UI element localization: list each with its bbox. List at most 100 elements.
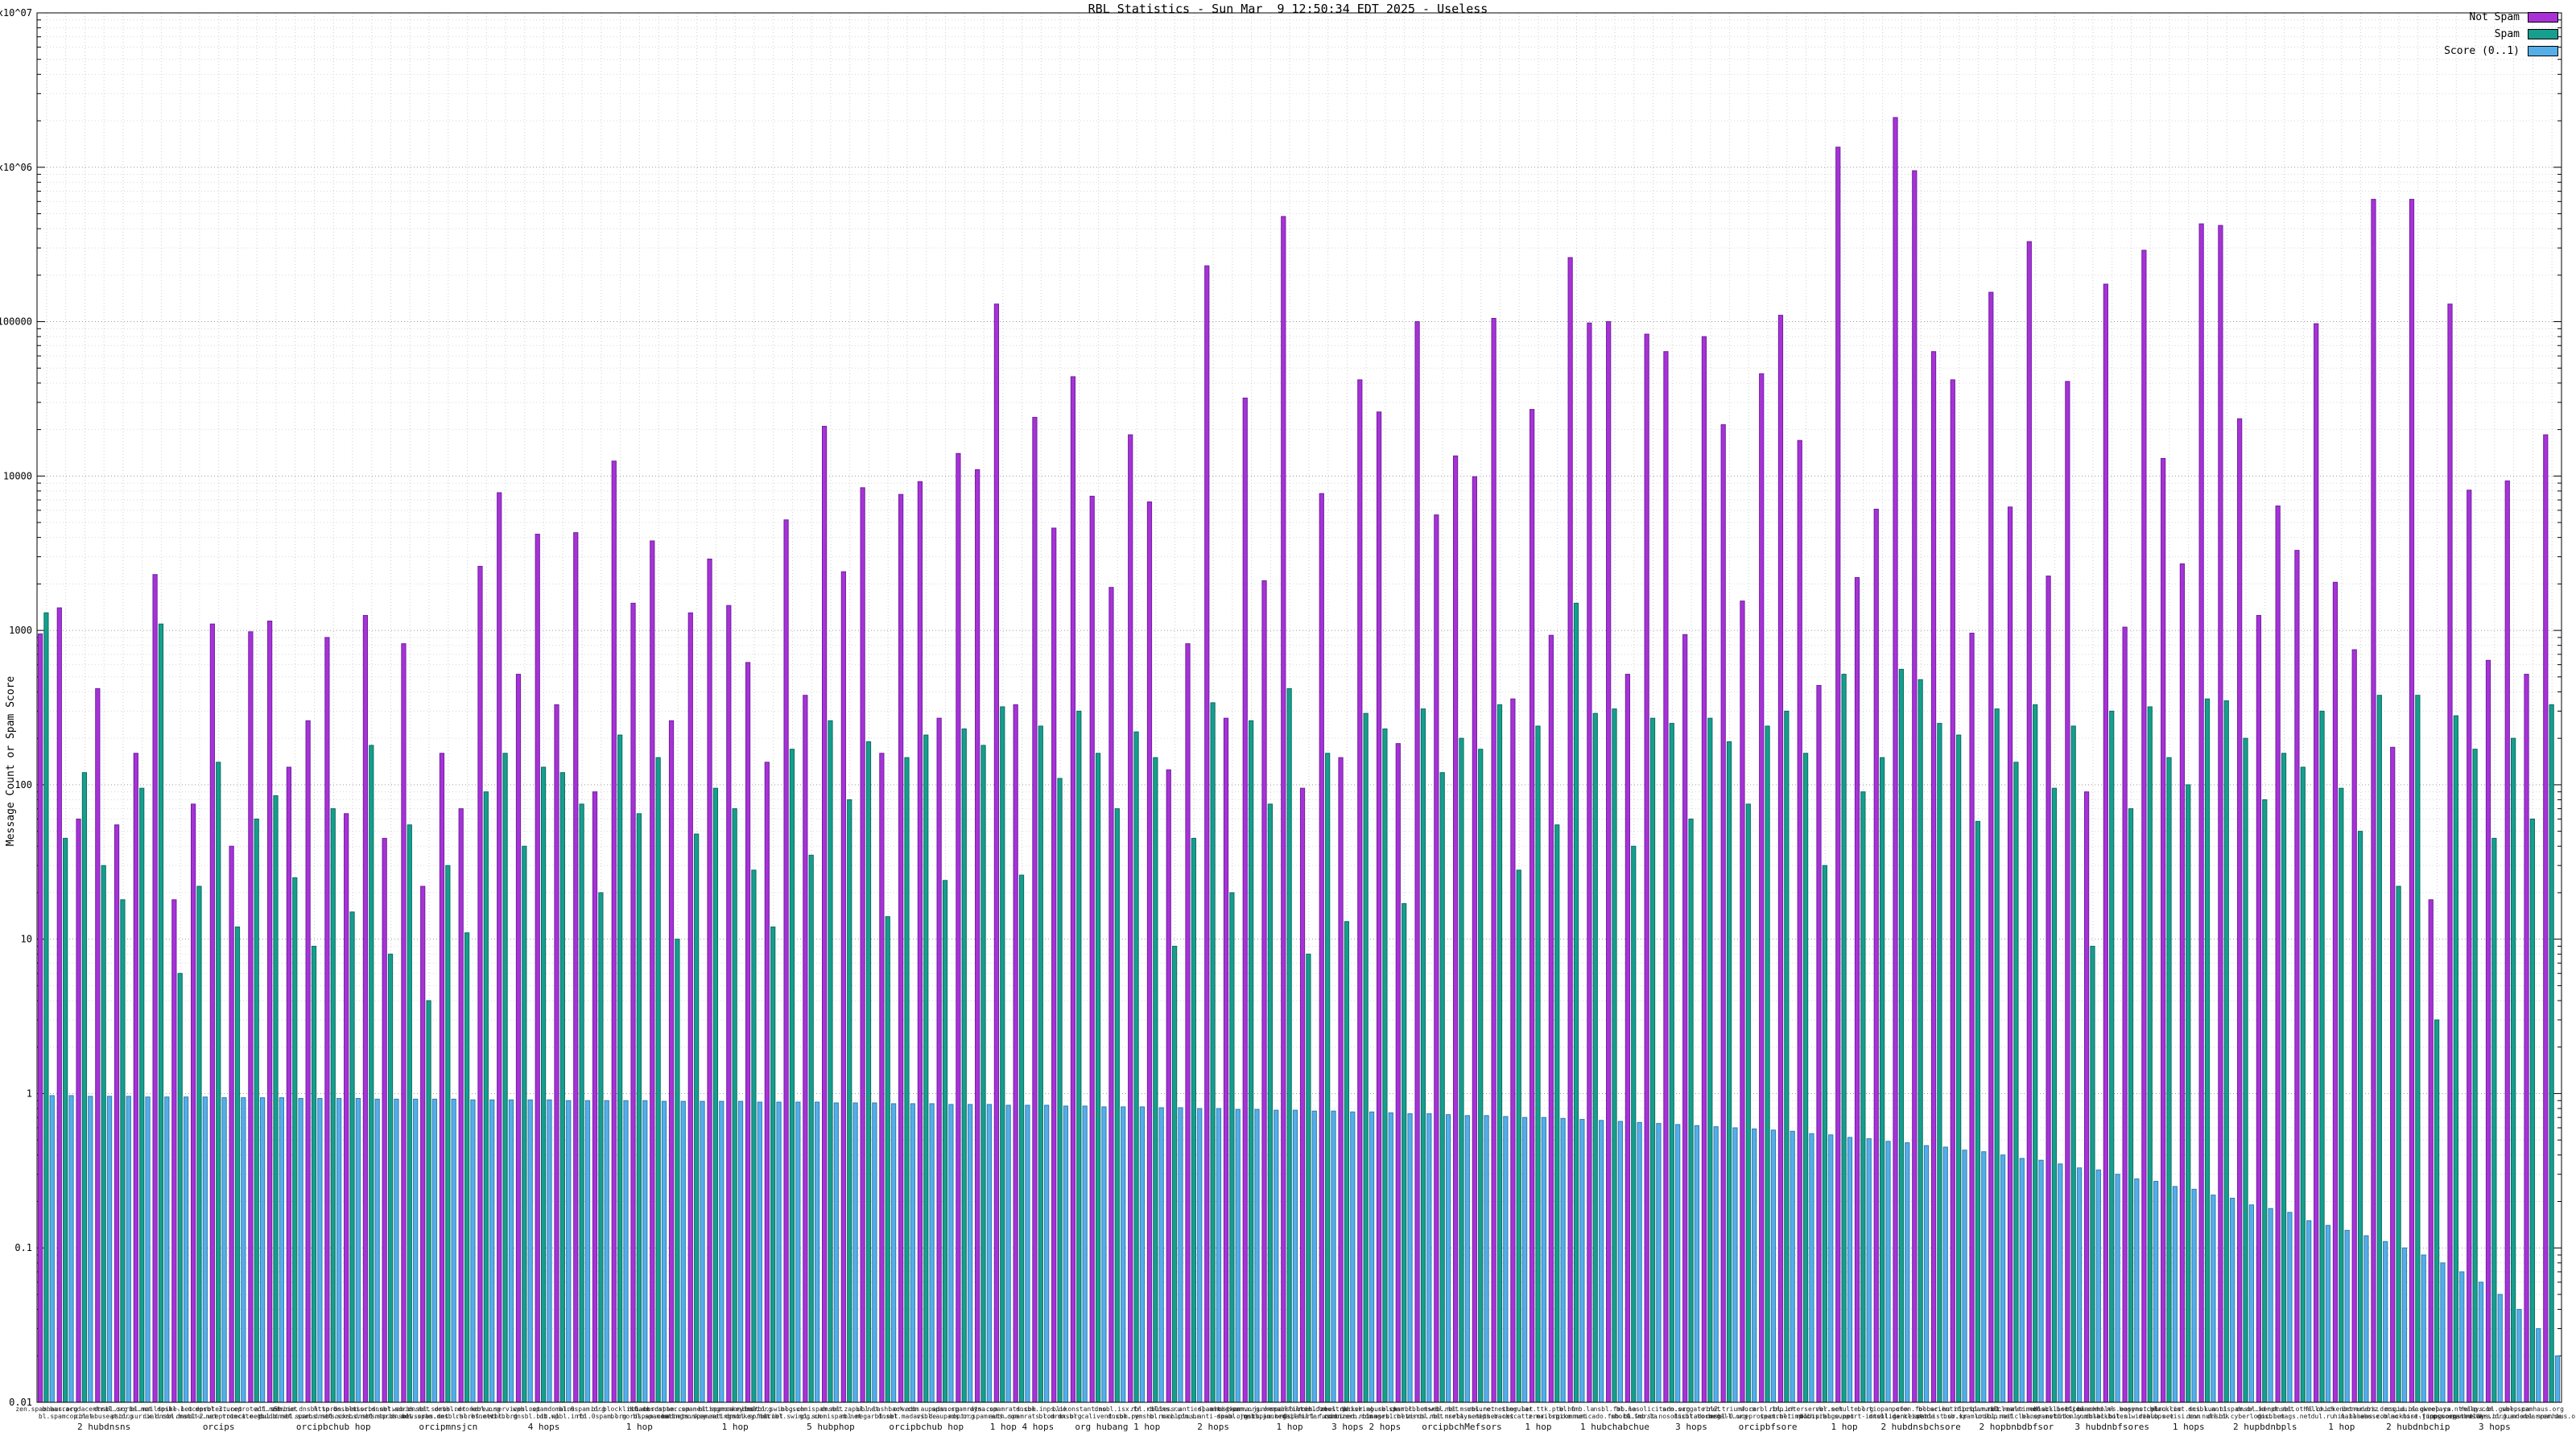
bar-spam [464,932,470,1403]
legend-label-not-spam: Not Spam [2469,11,2520,23]
bar-not-spam [152,574,158,1403]
bar-score-0-1- [413,1098,419,1403]
bar-spam [216,762,221,1403]
y-tick-label: 100000 [0,316,32,328]
x-tick-label: dnsbl.tornevall.org [1674,1413,1748,1420]
bar-score-0-1- [1905,1142,1910,1403]
bar-spam [1535,725,1541,1403]
x-tick-label: singular.ttk.pte.hu [1501,1406,1575,1413]
x-axis-annotation: 5 hubphop [807,1422,855,1432]
bar-spam [426,1000,431,1403]
bar-not-spam [1893,117,1898,1403]
bar-not-spam [2198,223,2204,1403]
bar-score-0-1- [2401,1247,2408,1403]
bar-score-0-1- [431,1098,438,1403]
bar-score-0-1- [145,1096,151,1403]
bar-not-spam [707,558,712,1403]
bar-score-0-1- [833,1102,839,1403]
bar-not-spam [879,753,885,1403]
bar-score-0-1- [298,1097,303,1403]
x-tick-label: spam.spamrats.com [931,1406,997,1413]
bar-spam [2415,695,2421,1403]
bar-score-0-1- [1311,1110,1317,1403]
bar-score-0-1- [929,1103,935,1403]
bar-spam [1860,791,1866,1403]
x-tick-label: backscatter.spameatingmonkey.net [635,1406,759,1413]
x-tick-label: nsbl.fmb.la [1594,1406,1637,1413]
bar-not-spam [515,674,522,1403]
x-tick-label: srn.surgate.net [1662,1406,1720,1413]
bar-spam [2051,787,2058,1403]
bar-spam [2147,706,2153,1403]
bar-score-0-1- [1770,1129,1777,1403]
bar-spam [254,818,259,1403]
y-tick-label: 0.01 [9,1397,32,1408]
bar-score-0-1- [1694,1125,1700,1403]
bar-score-0-1- [1274,1109,1279,1403]
bar-score-0-1- [394,1098,399,1403]
bar-score-0-1- [2363,1235,2369,1403]
x-tick-label: socks.dnsbl.sorbs.net [331,1413,412,1420]
x-tick-label: dnsbl-0.uceprotect.net [1706,1413,1791,1420]
x-tick-label: dnsbl.inps.de [1016,1406,1067,1413]
bar-spam [980,745,986,1403]
bar-not-spam [1357,379,1363,1403]
x-tick-label: bogons.cymru.com [2120,1406,2182,1413]
bar-score-0-1- [1121,1106,1126,1403]
bar-spam [2166,757,2172,1403]
bar-spam [1076,710,1082,1403]
bar-score-0-1- [508,1099,514,1403]
bar-spam [1420,708,1426,1403]
bar-spam [2090,945,2095,1403]
x-axis-annotation: 2 hupbdnbpls [2233,1422,2297,1432]
bar-score-0-1- [1197,1108,1203,1403]
x-tick-label: korea.services.net [471,1406,541,1413]
bar-score-0-1- [2153,1180,2159,1403]
bar-spam [158,623,164,1403]
bar-score-0-1- [642,1100,648,1403]
bar-score-0-1- [317,1097,323,1403]
bar-spam [2453,715,2458,1403]
bar-not-spam [2237,418,2243,1403]
bar-spam [1649,717,1656,1403]
x-tick-label: rbl2.triumf.ca [1703,1406,1757,1413]
bar-score-0-1- [2478,1282,2484,1403]
x-tick-label: dnsrbl.swinog.ch [742,1406,804,1413]
bar-spam [2396,886,2401,1403]
bar-not-spam [2485,659,2491,1403]
bar-score-0-1- [1752,1128,1757,1403]
bar-spam [617,734,623,1403]
bar-not-spam [1567,257,1573,1403]
bar-score-0-1- [1866,1138,1872,1403]
bar-not-spam [1720,424,1726,1403]
bar-score-0-1- [1675,1124,1681,1403]
bar-not-spam [1740,601,1745,1403]
bar-score-0-1- [795,1101,801,1403]
bar-score-0-1- [259,1097,266,1403]
bar-spam [2339,787,2344,1403]
bar-not-spam [1146,501,1153,1403]
x-tick-label: relays.nether.net [1448,1413,1514,1420]
bar-score-0-1- [948,1104,954,1403]
bar-not-spam [726,605,732,1403]
x-tick-label: noptr.spamrats.com [949,1413,1019,1420]
x-tick-label: ix.dnsbl.manitu.net [143,1413,217,1420]
bar-spam [1249,720,1254,1403]
bar-not-spam [611,460,617,1403]
x-tick-label: ubl.lashback.com [857,1406,919,1413]
x-tick-label: bl.spamstinks.com [2021,1413,2087,1420]
bar-score-0-1- [1923,1145,1930,1403]
bar-spam [349,911,355,1403]
bar-not-spam [114,824,120,1403]
bar-score-0-1- [2459,1271,2465,1403]
bar-not-spam [630,602,636,1403]
bar-not-spam [1242,397,1248,1403]
bar-not-spam [2294,550,2300,1403]
bar-score-0-1- [872,1102,877,1403]
bar-not-spam [1969,633,1975,1403]
x-tick-label: dnsbl.spfbl.net [725,1413,783,1420]
bar-score-0-1- [1368,1111,1375,1403]
bar-spam [1306,953,1311,1403]
bar-not-spam [2351,649,2357,1403]
x-tick-label: rbl.realtimeblacklist.com [1987,1406,2084,1413]
